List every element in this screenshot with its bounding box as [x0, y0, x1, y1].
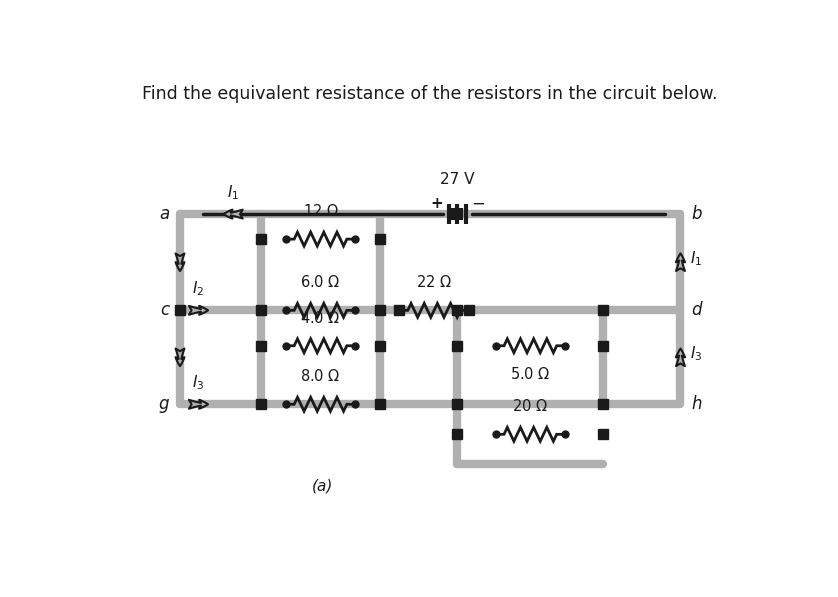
Text: $I_2$: $I_2$: [193, 279, 204, 298]
Text: g: g: [158, 395, 169, 413]
Text: b: b: [691, 205, 701, 223]
Text: 8.0 $\Omega$: 8.0 $\Omega$: [300, 368, 341, 384]
Text: c: c: [160, 301, 169, 319]
Text: Find the equivalent resistance of the resistors in the circuit below.: Find the equivalent resistance of the re…: [142, 85, 717, 103]
Text: 12 $\Omega$: 12 $\Omega$: [303, 203, 339, 219]
Text: a: a: [159, 205, 169, 223]
Text: $I_1$: $I_1$: [227, 183, 239, 202]
Text: −: −: [471, 194, 485, 213]
Text: $I_1$: $I_1$: [690, 249, 702, 267]
Text: 20 $\Omega$: 20 $\Omega$: [513, 398, 548, 414]
Text: 4.0 $\Omega$: 4.0 $\Omega$: [300, 310, 341, 326]
Text: d: d: [691, 301, 701, 319]
Text: 27 V: 27 V: [440, 172, 474, 187]
Text: +: +: [430, 196, 442, 211]
Text: 6.0 $\Omega$: 6.0 $\Omega$: [300, 274, 341, 290]
Text: 22 $\Omega$: 22 $\Omega$: [416, 274, 452, 290]
Text: $I_3$: $I_3$: [192, 373, 204, 392]
Text: 5.0 $\Omega$: 5.0 $\Omega$: [510, 366, 551, 381]
Text: h: h: [691, 395, 701, 413]
Text: $I_3$: $I_3$: [690, 344, 702, 363]
Text: (a): (a): [312, 478, 334, 493]
